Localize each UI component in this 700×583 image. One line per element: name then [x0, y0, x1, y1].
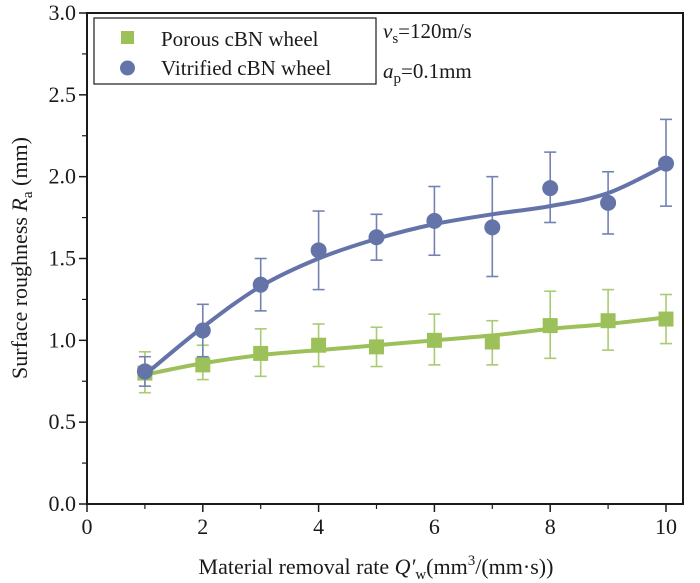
annotation-wheel-speed: vs=120m/s: [383, 19, 472, 47]
data-point-vitrified: [484, 219, 501, 236]
y-axis-title-unit: (mm): [7, 137, 32, 191]
fit-curve-vitrified: [142, 163, 668, 377]
x-axis-title-unit-open: (mm: [426, 554, 468, 579]
data-point-porous: [426, 332, 442, 348]
legend-label-porous: Porous cBN wheel: [161, 27, 319, 51]
annotation-value-depth: =0.1mm: [401, 59, 472, 83]
data-point-porous: [369, 339, 384, 355]
annotation-symbol-a: a: [383, 59, 394, 83]
y-tick-label: 2.0: [49, 164, 77, 189]
series-porous: [137, 288, 674, 394]
data-point-vitrified: [658, 155, 674, 172]
plot-area-border: [86, 12, 684, 505]
y-axis-title-sub: a: [20, 191, 36, 198]
data-point-porous: [253, 345, 269, 361]
annotation-symbol-v: v: [383, 19, 393, 43]
annotation-sub-p: p: [394, 71, 402, 87]
x-axis-title-unit-close: /(mm·s)): [475, 554, 553, 579]
legend-label-vitrified: Vitrified cBN wheel: [161, 56, 331, 80]
data-point-vitrified: [368, 229, 385, 246]
fit-curve-porous: [142, 315, 668, 377]
y-tick-label: 1.5: [49, 246, 77, 271]
x-axis-title-main: Material removal rate: [199, 554, 395, 579]
data-point-porous: [600, 313, 616, 329]
annotation-depth: ap=0.1mm: [383, 59, 472, 87]
legend-marker-porous: [121, 31, 134, 44]
series-vitrified: [136, 118, 674, 387]
x-tick-label: 0: [82, 514, 93, 539]
data-point-porous: [658, 311, 674, 327]
annotation-sub-s: s: [392, 31, 398, 47]
data-point-vitrified: [194, 322, 211, 339]
data-point-porous: [484, 334, 500, 350]
data-point-porous: [195, 357, 211, 373]
y-tick-label: 0.5: [49, 409, 77, 434]
y-axis-title-main: Surface roughness: [7, 212, 32, 379]
y-tick-label: 0.0: [49, 491, 77, 516]
y-axis-title: Surface roughness Ra (mm): [7, 137, 36, 379]
series-layer: [136, 118, 674, 394]
x-axis-title-unit-sup: 3: [468, 553, 476, 569]
legend-marker-vitrified: [120, 60, 135, 76]
data-point-porous: [311, 337, 327, 353]
x-axis-title: Material removal rate Q′w(mm3/(mm·s)): [199, 553, 554, 583]
y-axis-ticks: 0.0 0.5 1.0 1.5 2.0 2.5 3.0: [49, 0, 87, 516]
legend-box: [93, 17, 377, 85]
y-tick-label: 2.5: [49, 82, 77, 107]
x-tick-label: 2: [197, 514, 208, 539]
x-axis-title-symbol: Q′: [395, 554, 417, 579]
data-point-porous: [542, 318, 558, 334]
x-tick-label: 8: [545, 514, 556, 539]
y-tick-label: 1.0: [49, 327, 77, 352]
x-axis-title-sub: w: [415, 567, 426, 583]
data-point-vitrified: [136, 363, 153, 380]
plot-frame: [86, 12, 684, 505]
data-point-vitrified: [542, 180, 559, 197]
y-axis-title-symbol: R: [7, 198, 32, 213]
x-tick-label: 6: [429, 514, 440, 539]
y-tick-label: 3.0: [49, 0, 77, 25]
data-point-vitrified: [426, 212, 443, 229]
x-tick-label: 10: [655, 514, 677, 539]
data-point-vitrified: [252, 276, 269, 293]
x-axis-ticks: 0 2 4 6 8 10: [82, 504, 677, 539]
legend: Porous cBN wheel Vitrified cBN wheel: [93, 17, 377, 85]
annotation-value-speed: =120m/s: [398, 19, 472, 43]
data-point-vitrified: [310, 242, 327, 259]
x-tick-label: 4: [313, 514, 324, 539]
data-point-vitrified: [600, 194, 617, 211]
